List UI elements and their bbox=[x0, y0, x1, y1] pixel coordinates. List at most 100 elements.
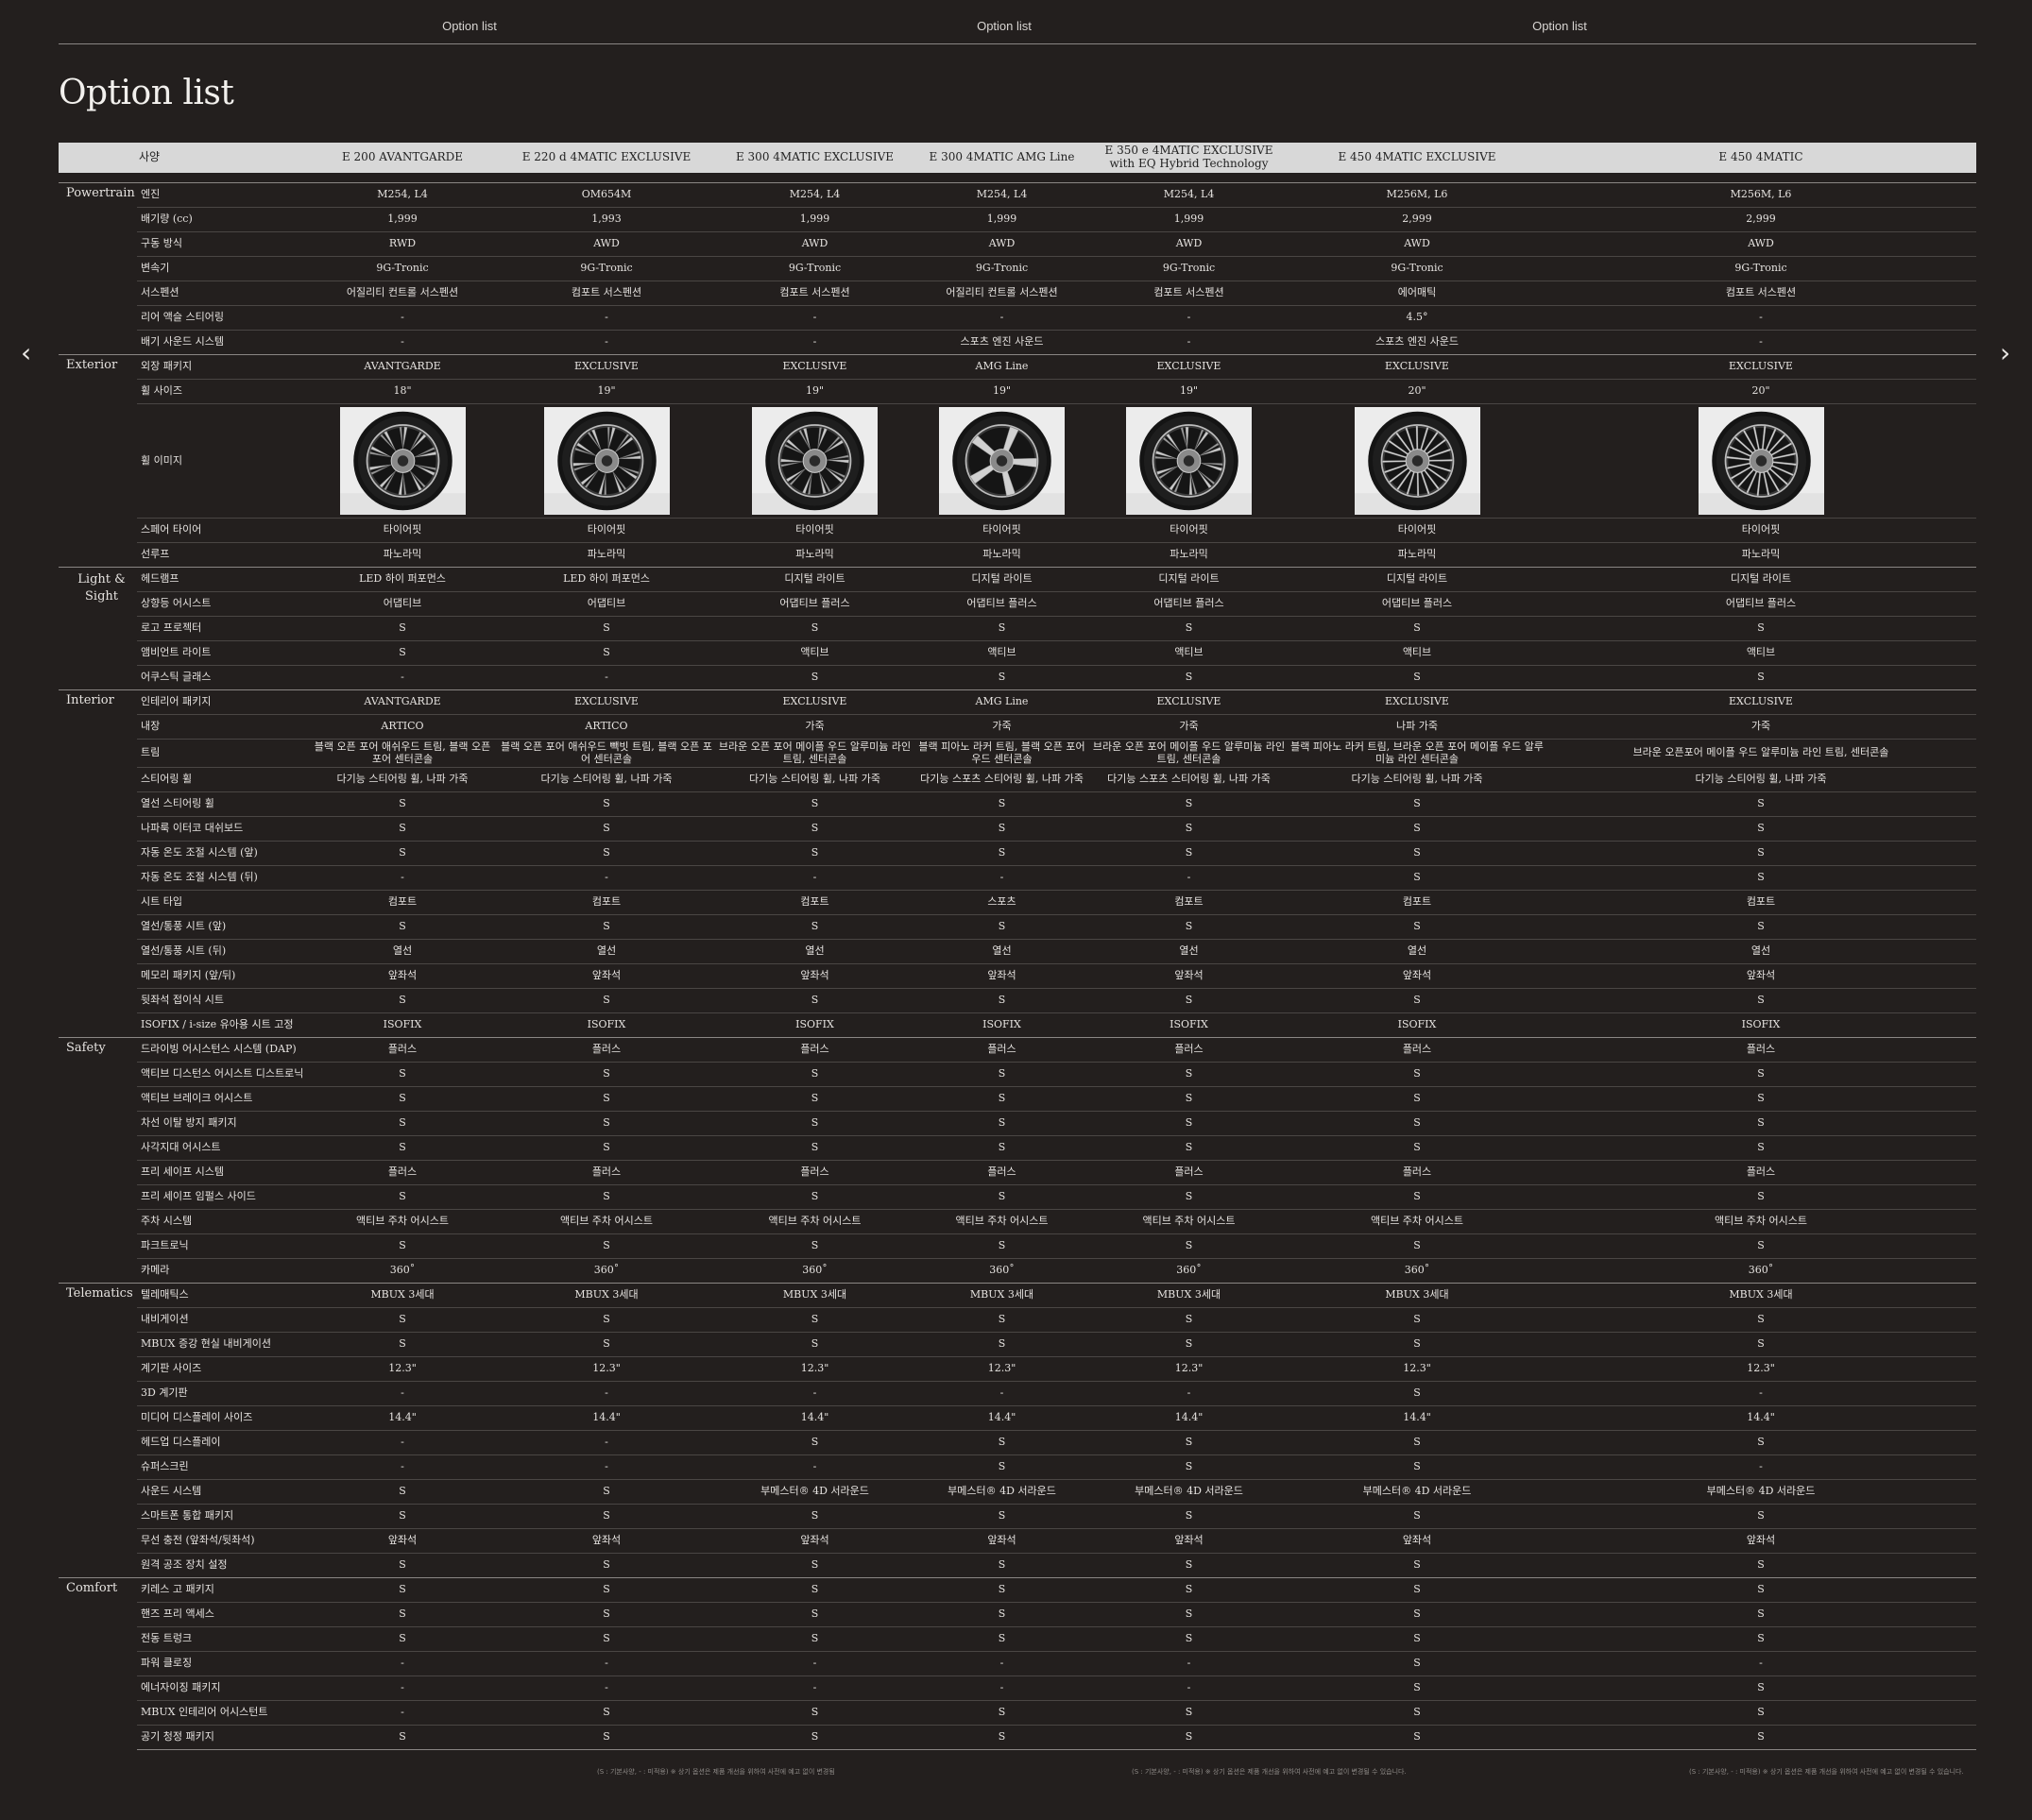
table-row: 상향등 어시스트 어댑티브 어댑티브 어댑티브 플러스 어댑티브 플러스 어댑티브 플러스… bbox=[59, 591, 1976, 617]
spec-value: - bbox=[715, 305, 914, 331]
spec-value: 다기능 스포츠 스티어링 휠, 나파 가죽 bbox=[1089, 767, 1289, 792]
chevron-right-icon[interactable]: › bbox=[2000, 337, 2011, 368]
spec-label: 서스펜션 bbox=[137, 281, 307, 306]
table-row: Safety 드라이빙 어시스턴스 시스템 (DAP) 플러스 플러스 플러스 플러스 플러… bbox=[59, 1037, 1976, 1284]
spec-value: S bbox=[498, 1307, 715, 1333]
spec-value: 18" bbox=[307, 379, 498, 404]
nav-tab[interactable]: Option list bbox=[1532, 19, 1587, 33]
spec-value: 열선 bbox=[914, 939, 1089, 964]
spec-value: 플러스 bbox=[307, 1037, 498, 1063]
spec-value: S bbox=[1545, 1184, 1976, 1210]
spec-value: 앞좌석 bbox=[1089, 1528, 1289, 1554]
spec-value: S bbox=[715, 988, 914, 1013]
spec-value: AWD bbox=[715, 231, 914, 257]
spec-value: 액티브 주차 어시스트 bbox=[715, 1209, 914, 1234]
spec-value: 스포츠 bbox=[914, 890, 1089, 915]
spec-value: 14.4" bbox=[1545, 1405, 1976, 1431]
spec-label: 스페어 타이어 bbox=[137, 518, 307, 543]
spec-value: - bbox=[307, 330, 498, 355]
spec-value: M254, L4 bbox=[914, 182, 1089, 208]
spec-value: 디지털 라이트 bbox=[715, 567, 914, 592]
spec-value: 에어매틱 bbox=[1289, 281, 1545, 306]
spec-value: S bbox=[307, 1553, 498, 1578]
spec-value: 어댑티브 bbox=[307, 591, 498, 617]
spec-label: 사각지대 어시스트 bbox=[137, 1135, 307, 1161]
spec-value: S bbox=[498, 1504, 715, 1529]
spec-value: 플러스 bbox=[498, 1037, 715, 1063]
spec-value: 플러스 bbox=[914, 1037, 1089, 1063]
wheel-image bbox=[1698, 407, 1824, 515]
table-row: 앰비언트 라이트 S S 액티브 액티브 액티브 액티브 액티브 bbox=[59, 640, 1976, 666]
spec-value: - bbox=[307, 1675, 498, 1701]
spec-value: 어댑티브 플러스 bbox=[715, 591, 914, 617]
spec-value: S bbox=[1089, 1135, 1289, 1161]
spec-value: S bbox=[1545, 1086, 1976, 1112]
spec-value: EXCLUSIVE bbox=[498, 354, 715, 380]
spec-value: 14.4" bbox=[914, 1405, 1089, 1431]
spec-value: S bbox=[914, 1332, 1089, 1357]
spec-value: ISOFIX bbox=[498, 1012, 715, 1038]
spec-value: S bbox=[914, 1111, 1089, 1136]
spec-value: S bbox=[1289, 1135, 1545, 1161]
option-table: 사양 E 200 AVANTGARDE E 220 d 4MATIC EXCLU… bbox=[59, 143, 1976, 1750]
spec-value: 12.3" bbox=[307, 1356, 498, 1382]
spec-value: 블랙 오픈 포어 애쉬우드 트림, 블랙 오픈 포어 센터콘솔 bbox=[307, 739, 498, 768]
spec-value: S bbox=[1289, 1553, 1545, 1578]
spec-value: S bbox=[307, 1086, 498, 1112]
nav-tab[interactable]: Option list bbox=[977, 19, 1032, 33]
spec-value: 360˚ bbox=[498, 1258, 715, 1284]
spec-value: S bbox=[498, 1626, 715, 1652]
table-row: 리어 액슬 스티어링 - - - - -4.5° - bbox=[59, 305, 1976, 331]
spec-value: S bbox=[1089, 1233, 1289, 1259]
spec-value: - bbox=[307, 865, 498, 891]
table-row: 헤드업 디스플레이 - - S S S S S bbox=[59, 1430, 1976, 1455]
table-row: 나파룩 이터코 대쉬보드 S S S S S S S bbox=[59, 816, 1976, 842]
spec-value: EXCLUSIVE bbox=[498, 689, 715, 715]
spec-label: 열선/통풍 시트 (뒤) bbox=[137, 939, 307, 964]
spec-value: S bbox=[1089, 1577, 1289, 1603]
spec-value: S bbox=[498, 1135, 715, 1161]
model-header: E 450 4MATIC bbox=[1545, 143, 1976, 173]
spec-value: S bbox=[307, 1135, 498, 1161]
wheel-image bbox=[1354, 407, 1480, 515]
spec-value: 타이어핏 bbox=[1089, 518, 1289, 543]
table-row: Exterior 외장 패키지 AVANTGARDE EXCLUSIVE EXCLUSI… bbox=[59, 354, 1976, 568]
wheel-image bbox=[543, 407, 670, 515]
model-header: E 300 4MATIC AMG Line bbox=[914, 143, 1089, 173]
spec-value: 14.4" bbox=[715, 1405, 914, 1431]
spec-value: S bbox=[715, 1135, 914, 1161]
spec-value: 9G-Tronic bbox=[1089, 256, 1289, 281]
spec-label: 외장 패키지 bbox=[137, 354, 307, 380]
table-row: 주차 시스템 액티브 주차 어시스트 액티브 주차 어시스트 액티브 주차 어시스트 액… bbox=[59, 1209, 1976, 1234]
spec-value: 액티브 bbox=[914, 640, 1089, 666]
spec-value: 액티브 bbox=[1089, 640, 1289, 666]
spec-value: 다기능 스티어링 휠, 나파 가죽 bbox=[307, 767, 498, 792]
table-row: 배기량 (cc) 1,999 1,993 1,999 1,999 1,999 2,999 2,… bbox=[59, 207, 1976, 232]
spec-value: S bbox=[1289, 616, 1545, 641]
spec-value: - bbox=[1089, 1651, 1289, 1676]
spec-value: S bbox=[1089, 1332, 1289, 1357]
spec-value: - bbox=[498, 1430, 715, 1455]
chevron-left-icon[interactable]: ‹ bbox=[21, 337, 32, 368]
spec-label: 자동 온도 조절 시스템 (뒤) bbox=[137, 865, 307, 891]
spec-value: S bbox=[307, 1233, 498, 1259]
table-row: 에너자이징 패키지 - - - - - S S bbox=[59, 1675, 1976, 1701]
nav-tab[interactable]: Option list bbox=[442, 19, 497, 33]
spec-value: S bbox=[307, 1184, 498, 1210]
spec-value: 다기능 스티어링 휠, 나파 가죽 bbox=[1289, 767, 1545, 792]
spec-value: 컴포트 bbox=[1545, 890, 1976, 915]
spec-value: 부메스터® 4D 서라운드 bbox=[1089, 1479, 1289, 1505]
spec-label: 스티어링 휠 bbox=[137, 767, 307, 792]
spec-value: S bbox=[914, 1577, 1089, 1603]
wheel-image bbox=[339, 407, 466, 515]
spec-value: S bbox=[1289, 865, 1545, 891]
spec-label: 트림 bbox=[137, 739, 307, 768]
spec-label: 주차 시스템 bbox=[137, 1209, 307, 1234]
spec-value: S bbox=[498, 1577, 715, 1603]
spec-value: 어질리티 컨트롤 서스펜션 bbox=[914, 281, 1089, 306]
spec-value: S bbox=[1289, 791, 1545, 817]
spec-value: S bbox=[914, 988, 1089, 1013]
spec-label: 배기량 (cc) bbox=[137, 207, 307, 232]
spec-value: 앞좌석 bbox=[307, 963, 498, 989]
spec-value: S bbox=[1089, 914, 1289, 940]
